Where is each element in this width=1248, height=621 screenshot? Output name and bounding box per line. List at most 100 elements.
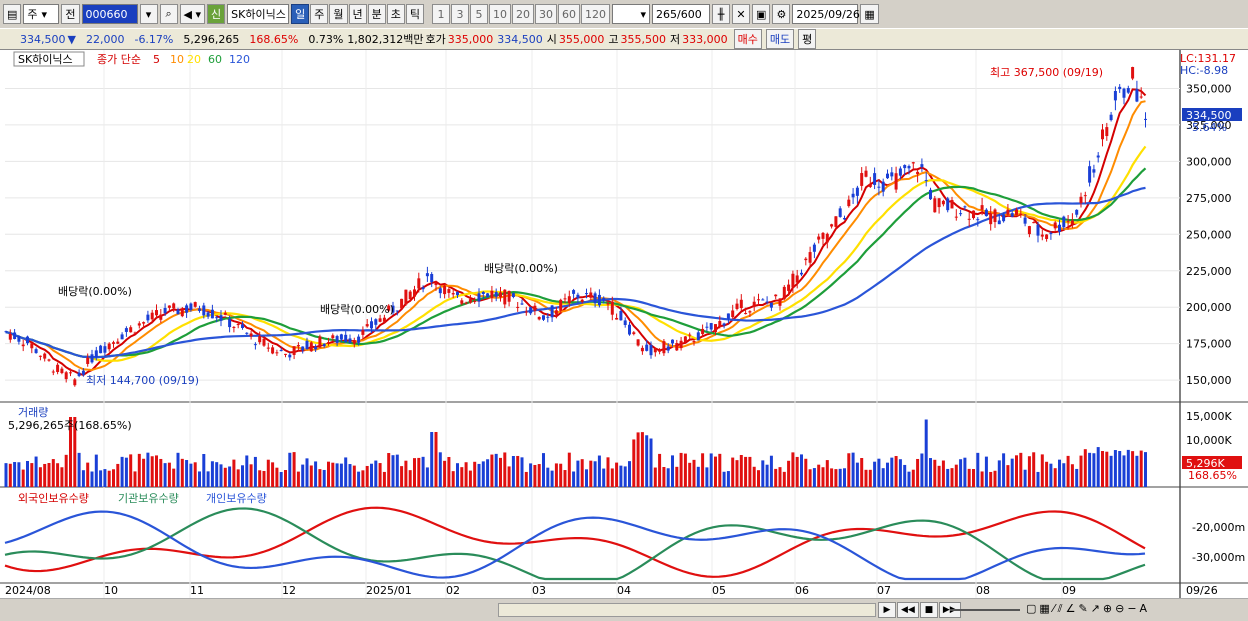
interval-tab-3[interactable]: 3	[451, 4, 470, 24]
volume-bar-2	[8, 463, 12, 487]
volume-bar-37	[159, 458, 163, 487]
sell-button[interactable]: 매도	[765, 29, 795, 49]
buy-button[interactable]: 매수	[733, 29, 762, 49]
text-tool-icon[interactable]: A	[1139, 602, 1148, 615]
interval-tab-10[interactable]: 10	[489, 4, 512, 24]
period-tab-0[interactable]: 일	[291, 4, 310, 24]
volume-bar-187	[804, 458, 808, 487]
volume-bar-31	[133, 471, 137, 487]
volume-bar-241	[1036, 471, 1040, 487]
volume-bar-189	[812, 468, 816, 487]
interval-tab-30[interactable]: 30	[535, 4, 558, 24]
zoom-out-icon[interactable]: ⊖	[1115, 602, 1125, 615]
volume-bar-123	[529, 463, 533, 487]
calendar-icon[interactable]: ▦	[860, 4, 879, 24]
interval-tab-20[interactable]: 20	[512, 4, 535, 24]
stock-name-field[interactable]: SK하이닉스	[227, 4, 290, 24]
interval-tab-120[interactable]: 120	[581, 4, 611, 24]
zoom-slider[interactable]	[950, 609, 1020, 611]
eval-button[interactable]: 평	[798, 29, 817, 49]
volume-bar-115	[494, 453, 498, 487]
interval-custom-select[interactable]: ▾	[612, 4, 651, 24]
period-tab-4[interactable]: 분	[367, 4, 386, 24]
volume-bar-14	[60, 467, 64, 487]
candle-body-100	[430, 274, 434, 283]
interval-tab-60[interactable]: 60	[558, 4, 581, 24]
candle-body-137	[589, 292, 593, 298]
candle-body-65	[279, 350, 283, 352]
data-count-field[interactable]: 265/600	[652, 4, 711, 24]
price-tick-2: 300,000	[1186, 155, 1232, 168]
period-tab-5[interactable]: 초	[386, 4, 405, 24]
candle-body-119	[511, 293, 515, 297]
candle-body-141	[606, 303, 610, 305]
zoom-in-icon[interactable]: ⊕	[1102, 602, 1113, 615]
candle-body-133	[572, 290, 576, 294]
candle-body-27	[116, 341, 120, 344]
period-tab-6[interactable]: 틱	[405, 4, 425, 24]
volume-bar-185	[795, 456, 799, 487]
fib-tool-icon[interactable]: ⫽	[1057, 602, 1063, 615]
gear-icon[interactable]: ⚙	[772, 4, 791, 24]
interval-tab-1[interactable]: 1	[432, 4, 451, 24]
search-icon[interactable]: ⌕	[159, 4, 178, 24]
x-tick-3: 12	[282, 584, 296, 597]
angle-tool-icon[interactable]: ∠	[1065, 602, 1076, 615]
pen-tool-icon[interactable]: ✎	[1078, 602, 1088, 615]
volume-bar-144	[619, 465, 623, 487]
ma-line-60	[5, 167, 1147, 359]
chart-svg[interactable]: 350,000 325,000 300,000 275,000 250,000 225,0…	[0, 50, 1248, 598]
code-dropdown-button[interactable]: ▾	[139, 4, 158, 24]
volume-bar-85	[365, 465, 369, 487]
volume-bar-170	[731, 457, 735, 487]
period-tab-2[interactable]: 월	[329, 4, 348, 24]
candle-body-254	[1092, 169, 1096, 173]
legend-ma-5: 5	[153, 53, 160, 66]
candle-body-247	[1062, 216, 1066, 228]
volume-bar-28	[120, 456, 124, 487]
save-icon[interactable]: ▣	[752, 4, 771, 24]
speaker-icon[interactable]: ◀ ▾	[179, 4, 206, 24]
volume-bar-87	[374, 460, 378, 487]
candle-body-220	[946, 198, 950, 211]
period-tab-3[interactable]: 년	[348, 4, 367, 24]
stock-code-input[interactable]: 000660	[81, 4, 138, 24]
rewind-icon[interactable]: ◀◀	[897, 602, 919, 618]
play-icon[interactable]: ▶	[878, 602, 896, 618]
candle-body-229	[984, 209, 988, 217]
stop-icon[interactable]: ■	[919, 602, 938, 618]
crosshair-icon[interactable]: ✕	[732, 4, 751, 24]
minus-icon[interactable]: −	[1127, 602, 1137, 615]
horizontal-scrollbar[interactable]	[498, 603, 876, 617]
period-tab-1[interactable]: 주	[310, 4, 329, 24]
volume-bar-110	[473, 461, 477, 487]
volume-bar-214	[920, 453, 924, 487]
date-field[interactable]: 2025/09/26	[792, 4, 860, 24]
prev-button[interactable]: 전	[61, 4, 80, 24]
arrow-tool-icon[interactable]: ↗	[1090, 602, 1100, 615]
amount-value: 1,802,312백만	[347, 33, 424, 46]
candle-body-250	[1075, 209, 1079, 215]
price-tick-0: 350,000	[1186, 82, 1232, 95]
current-price-label: 334,500	[1186, 109, 1232, 122]
chart-menu-icon[interactable]: ▤	[3, 4, 22, 24]
candle-body-114	[490, 290, 494, 298]
box-tool-icon[interactable]: ▢	[1026, 602, 1037, 615]
chart-type-select[interactable]: 주 ▾	[23, 4, 60, 24]
volume-bar-3	[13, 462, 17, 487]
volume-bar-266	[1144, 452, 1147, 487]
candle-body-75	[322, 343, 326, 347]
grid-tool-icon[interactable]: ▦	[1039, 602, 1050, 615]
data-count-value: 265	[656, 7, 678, 21]
candle-body-240	[1032, 222, 1036, 224]
chart-type-value: 주	[27, 8, 38, 21]
chart-area[interactable]: 350,000 325,000 300,000 275,000 250,000 225,0…	[0, 50, 1248, 621]
candle-body-17	[73, 379, 77, 386]
interval-tab-5[interactable]: 5	[470, 4, 489, 24]
candle-type-icon[interactable]: ╫	[712, 4, 731, 24]
candle-body-172	[739, 299, 743, 309]
line-tool-icon[interactable]: ⁄	[1052, 602, 1055, 615]
candles	[4, 66, 1147, 387]
volume-bar-193	[830, 468, 834, 487]
volume-bar-25	[107, 470, 111, 487]
